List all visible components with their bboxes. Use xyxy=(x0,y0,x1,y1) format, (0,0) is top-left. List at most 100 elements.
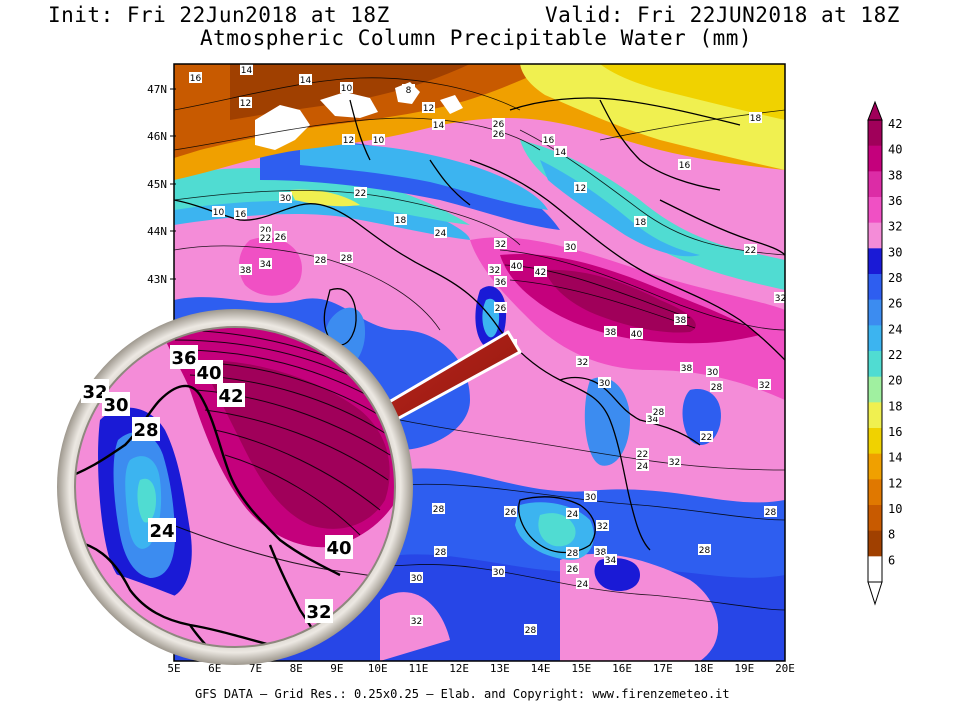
contour-value-label: 14 xyxy=(240,64,253,76)
contour-value-label: 12 xyxy=(239,97,252,109)
svg-text:26: 26 xyxy=(275,233,287,243)
colorbar-swatch xyxy=(868,428,882,455)
inset-contour-label: 40 xyxy=(325,535,353,559)
contour-value-label: 22 xyxy=(744,244,757,256)
colorbar-swatch xyxy=(868,479,882,506)
colorbar-swatch xyxy=(868,505,882,532)
lon-label: 14E xyxy=(531,662,551,675)
colorbar-swatch xyxy=(868,299,882,326)
contour-value-label: 32 xyxy=(576,356,589,368)
svg-text:24: 24 xyxy=(577,580,589,590)
svg-text:26: 26 xyxy=(493,120,505,130)
svg-text:28: 28 xyxy=(567,549,579,559)
svg-text:30: 30 xyxy=(565,243,577,253)
contour-value-label: 24 xyxy=(576,578,589,590)
svg-text:26: 26 xyxy=(495,304,507,314)
contour-value-label: 16 xyxy=(542,134,555,146)
svg-text:22: 22 xyxy=(260,234,271,244)
contour-value-label: 36 xyxy=(494,276,507,288)
svg-text:16: 16 xyxy=(543,136,555,146)
colorbar-swatch xyxy=(868,171,882,198)
contour-value-label: 26 xyxy=(494,302,507,314)
contour-value-label: 26 xyxy=(492,128,505,140)
svg-text:22: 22 xyxy=(701,433,712,443)
contour-value-label: 12 xyxy=(422,102,435,114)
svg-text:30: 30 xyxy=(585,493,597,503)
contour-value-label: 26 xyxy=(566,563,579,575)
contour-value-label: 26 xyxy=(504,506,517,518)
svg-text:30: 30 xyxy=(103,395,128,416)
svg-text:30: 30 xyxy=(493,568,505,578)
colorbar-swatch xyxy=(868,197,882,224)
colorbar-label: 28 xyxy=(888,271,902,285)
contour-value-label: 28 xyxy=(432,503,445,515)
svg-text:28: 28 xyxy=(711,383,723,393)
colorbar-swatch xyxy=(868,120,882,147)
svg-text:24: 24 xyxy=(435,229,447,239)
svg-text:12: 12 xyxy=(343,136,354,146)
lon-label: 18E xyxy=(694,662,714,675)
lat-label: 45N xyxy=(147,178,167,191)
contour-value-label: 18 xyxy=(394,214,407,226)
svg-text:32: 32 xyxy=(495,240,506,250)
svg-text:18: 18 xyxy=(635,218,647,228)
svg-text:26: 26 xyxy=(493,130,505,140)
svg-text:30: 30 xyxy=(280,194,292,204)
svg-text:34: 34 xyxy=(647,415,659,425)
contour-value-label: 32 xyxy=(494,238,507,250)
contour-value-label: 34 xyxy=(259,258,272,270)
svg-text:42: 42 xyxy=(218,386,243,407)
footer-credit: GFS DATA — Grid Res.: 0.25x0.25 — Elab. … xyxy=(195,687,730,701)
contour-value-label: 42 xyxy=(534,266,547,278)
contour-value-label: 28 xyxy=(652,406,665,418)
colorbar-label: 18 xyxy=(888,399,902,413)
contour-value-label: 32 xyxy=(668,456,681,468)
lon-label: 5E xyxy=(167,662,180,675)
svg-text:10: 10 xyxy=(373,136,385,146)
contour-value-label: 10 xyxy=(340,82,353,94)
svg-text:32: 32 xyxy=(759,381,770,391)
contour-value-label: 14 xyxy=(299,74,312,86)
init-time-label: Init: Fri 22Jun2018 at 18Z xyxy=(48,3,390,27)
svg-text:10: 10 xyxy=(341,84,353,94)
colorbar-swatch xyxy=(868,248,882,275)
contour-value-label: 14 xyxy=(554,146,567,158)
colorbar-label: 32 xyxy=(888,220,902,234)
svg-text:14: 14 xyxy=(241,66,253,76)
colorbar-swatch xyxy=(868,222,882,249)
svg-text:32: 32 xyxy=(577,358,588,368)
contour-value-label: 18 xyxy=(634,216,647,228)
contour-value-label: 28 xyxy=(566,547,579,559)
svg-text:30: 30 xyxy=(707,368,719,378)
svg-text:28: 28 xyxy=(699,546,711,556)
svg-text:14: 14 xyxy=(555,148,567,158)
contour-value-label: 40 xyxy=(630,328,643,340)
svg-text:32: 32 xyxy=(306,602,331,623)
colorbar-label: 42 xyxy=(888,117,902,131)
contour-value-label: 20 xyxy=(259,224,272,236)
contour-value-label: 22 xyxy=(259,232,272,244)
colorbar-legend: 42 40 38 36 32 30 28 26 24 22 20 18 16 14 12 10 8 6 xyxy=(867,100,902,606)
svg-text:26: 26 xyxy=(567,565,579,575)
colorbar-swatch xyxy=(868,351,882,378)
svg-text:26: 26 xyxy=(505,508,517,518)
svg-text:16: 16 xyxy=(679,161,691,171)
contour-value-label: 38 xyxy=(594,546,607,558)
svg-text:38: 38 xyxy=(595,548,607,558)
colorbar-label: 22 xyxy=(888,348,902,362)
colorbar-label: 12 xyxy=(888,476,902,490)
colorbar-bottom-arrow xyxy=(867,581,883,606)
contour-value-label: 30 xyxy=(410,572,423,584)
colorbar-label: 10 xyxy=(888,502,902,516)
lon-label: 11E xyxy=(408,662,428,675)
lon-label: 9E xyxy=(330,662,343,675)
contour-value-label: 26 xyxy=(492,118,505,130)
lon-label: 7E xyxy=(249,662,262,675)
svg-text:12: 12 xyxy=(423,104,434,114)
contour-value-label: 24 xyxy=(636,460,649,472)
contour-value-label: 26 xyxy=(274,231,287,243)
contour-value-label: 32 xyxy=(410,615,423,627)
contour-value-label: 10 xyxy=(212,206,225,218)
colorbar-label: 26 xyxy=(888,297,902,311)
